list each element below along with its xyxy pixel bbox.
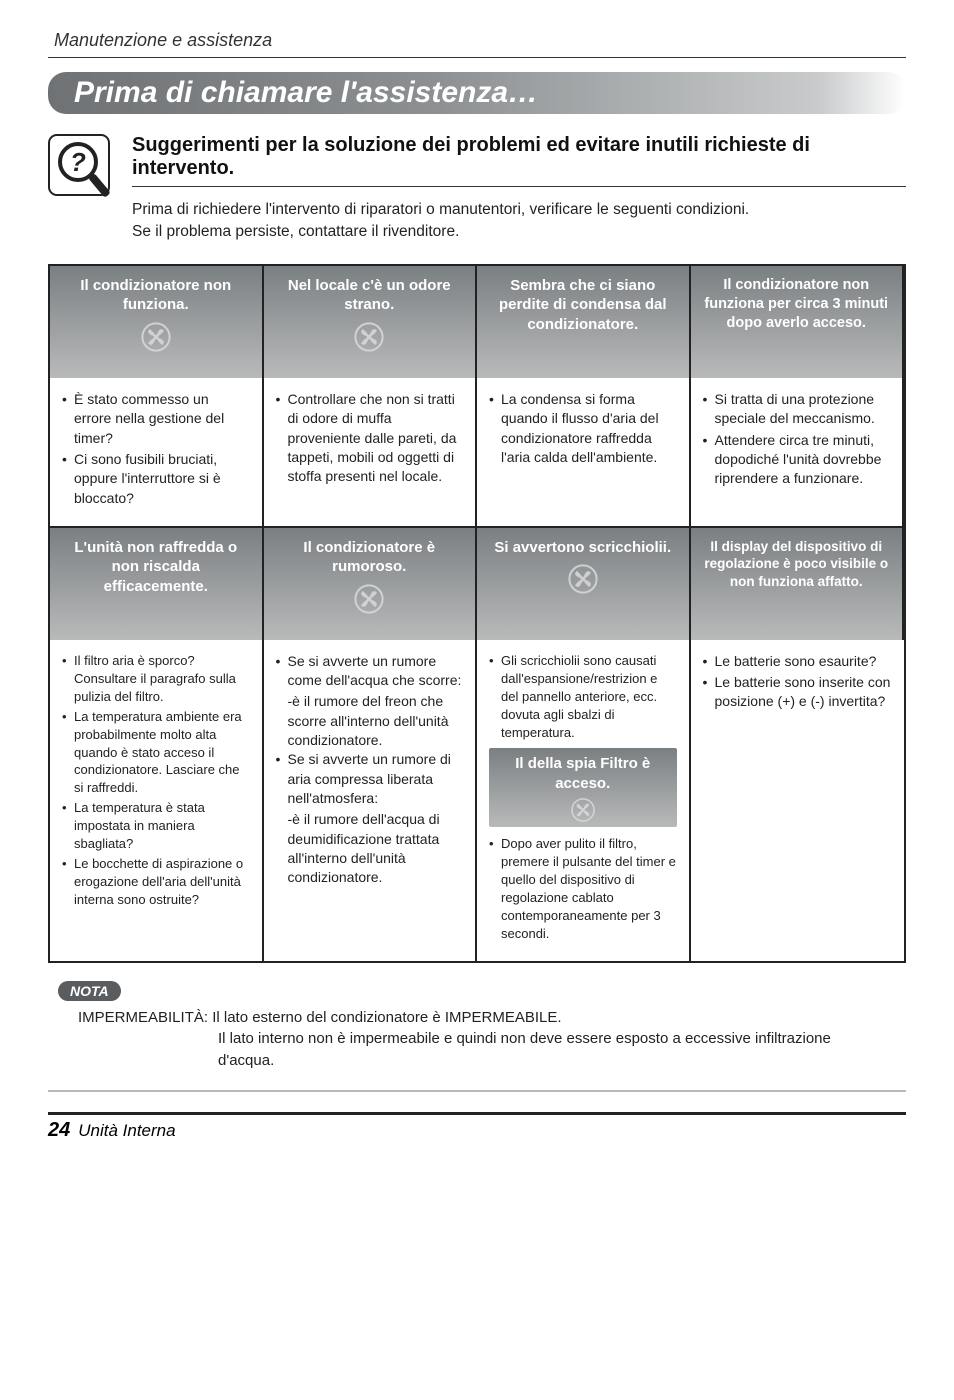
fan-icon [570, 797, 596, 823]
magnifier-icon: ? [48, 134, 118, 212]
svg-text:?: ? [70, 147, 86, 177]
section-banner: Prima di chiamare l'assistenza… [48, 72, 906, 114]
grid-body-1-1: È stato commesso un errore nella gestion… [50, 378, 264, 526]
fan-icon [140, 321, 172, 353]
fan-icon [353, 583, 385, 615]
grid-body-2-3: Gli scricchiolii sono causati dall'espan… [477, 640, 691, 961]
footer-title: Unità Interna [78, 1121, 175, 1141]
fan-icon [353, 321, 385, 353]
nota-block: NOTA IMPERMEABILITÀ: Il lato esterno del… [48, 981, 906, 1092]
grid-head-1-1: Il condizionatore non funziona. [50, 266, 264, 378]
intro-desc: Prima di richiedere l'intervento di ripa… [132, 199, 906, 244]
grid-head-2-3b: Il della spia Filtro è acceso. [489, 748, 677, 827]
fan-icon [567, 563, 599, 595]
divider [48, 57, 906, 58]
grid-head-2-4: Il display del dispositivo di regolazion… [691, 528, 905, 640]
intro-title: Suggerimenti per la soluzione dei proble… [132, 134, 906, 187]
grid-head-1-4: Il condizionatore non funziona per circa… [691, 266, 905, 378]
grid-body-1-3: La condensa si forma quando il flusso d'… [477, 378, 691, 526]
troubleshoot-grid: Il condizionatore non funziona. Nel loca… [48, 264, 906, 963]
grid-head-1-2: Nel locale c'è un odore strano. [264, 266, 478, 378]
nota-text: IMPERMEABILITÀ: Il lato esterno del cond… [48, 1005, 906, 1092]
grid-body-2-2: Se si avverte un rumore come dell'acqua … [264, 640, 478, 961]
grid-head-2-1: L'unità non raffredda o non riscalda eff… [50, 528, 264, 640]
page-footer: 24 Unità Interna [48, 1112, 906, 1142]
grid-body-1-4: Si tratta di una protezione speciale del… [691, 378, 905, 526]
grid-body-2-1: Il filtro aria è sporco?Consultare il pa… [50, 640, 264, 961]
grid-head-1-3: Sembra che ci siano perdite di condensa … [477, 266, 691, 378]
grid-body-2-4: Le batterie sono esaurite? Le batterie s… [691, 640, 905, 961]
grid-head-2-3: Si avvertono scricchiolii. [477, 528, 691, 640]
grid-body-1-2: Controllare che non si tratti di odore d… [264, 378, 478, 526]
breadcrumb: Manutenzione e assistenza [48, 30, 906, 51]
page-number: 24 [48, 1119, 70, 1142]
nota-label: NOTA [58, 981, 121, 1001]
grid-head-2-2: Il condizionatore è rumoroso. [264, 528, 478, 640]
